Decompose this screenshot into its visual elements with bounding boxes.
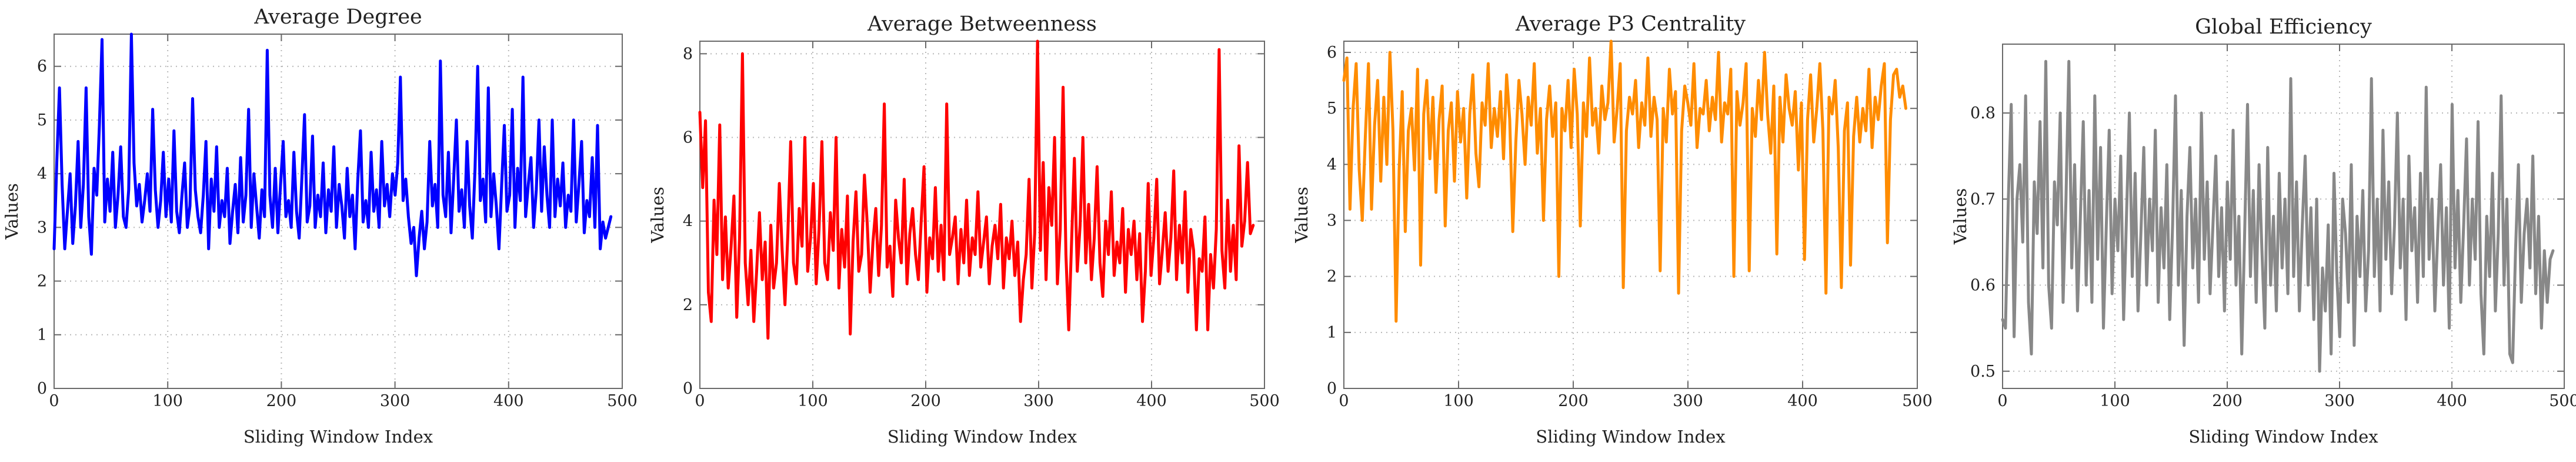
plot-frame: [1343, 41, 1918, 389]
x-tick-label: 100: [1443, 392, 1474, 410]
y-tick-label: 5: [1327, 99, 1337, 118]
x-tick-label: 400: [1787, 392, 1818, 410]
series-line-1: [52, 32, 613, 277]
y-tick-label: 1: [37, 326, 47, 344]
plot-frame: [699, 41, 1265, 389]
x-tick-label: 0: [695, 392, 705, 410]
y-tick-label: 4: [37, 165, 47, 183]
series-line-1: [698, 39, 1255, 340]
x-tick-label: 300: [2324, 392, 2355, 410]
x-tick-label: 0: [49, 392, 59, 410]
x-tick-label: 0: [1997, 392, 2007, 410]
y-tick-label: 0.5: [1970, 363, 1996, 381]
y-tick-label: 0: [683, 380, 693, 398]
y-tick-label: 5: [37, 111, 47, 129]
y-tick-label: 8: [683, 45, 693, 63]
y-tick-label: 0: [37, 380, 47, 398]
x-axis-label: Sliding Window Index: [887, 427, 1077, 447]
series-line-1: [2001, 59, 2555, 373]
y-tick-label: 2: [1327, 268, 1337, 286]
chart-title: Global Efficiency: [2195, 15, 2372, 39]
chart-title: Average P3 Centrality: [1515, 12, 1746, 36]
y-tick-label: 6: [37, 58, 47, 76]
x-tick-label: 200: [1558, 392, 1589, 410]
x-tick-label: 400: [2437, 392, 2467, 410]
y-tick-label: 2: [683, 296, 693, 314]
x-tick-label: 500: [1249, 392, 1280, 410]
x-tick-label: 200: [2212, 392, 2243, 410]
y-tick-label: 6: [1327, 44, 1337, 62]
y-tick-label: 0.7: [1970, 190, 1996, 208]
y-axis-label: Values: [648, 187, 668, 244]
x-tick-label: 400: [493, 392, 524, 410]
y-tick-label: 1: [1327, 324, 1337, 342]
y-axis-label: Values: [1950, 188, 1970, 245]
y-tick-label: 2: [37, 272, 47, 291]
chart-panel-4: 0 100 200 300 400 500 0.5 0.6 0.7 0.8 Global Effic…: [1950, 15, 2576, 447]
y-tick-label: 6: [683, 128, 693, 147]
chart-panel-1: 0 100 200 300 400 500 0 1 2 3 4 5 6 Average Degree Sli…: [2, 5, 638, 447]
chart-panel-3: 0 100 200 300 400 500 0 1 2 3 4 5 6 Average P3 Centra…: [1292, 12, 1933, 447]
y-tick-label: 0.6: [1970, 277, 1996, 295]
x-tick-label: 200: [266, 392, 297, 410]
x-tick-label: 400: [1136, 392, 1167, 410]
x-tick-label: 500: [607, 392, 638, 410]
x-tick-label: 100: [152, 392, 183, 410]
chart-title: Average Betweenness: [867, 12, 1097, 36]
series-line-1: [1342, 39, 1907, 323]
chart-title: Average Degree: [253, 5, 422, 29]
x-tick-label: 0: [1339, 392, 1349, 410]
y-tick-label: 4: [1327, 155, 1337, 174]
x-axis-label: Sliding Window Index: [1536, 427, 1725, 447]
x-tick-label: 100: [798, 392, 828, 410]
y-axis-label: Values: [1292, 187, 1312, 244]
x-tick-label: 300: [1673, 392, 1703, 410]
y-tick-label: 3: [37, 218, 47, 237]
x-tick-label: 500: [2549, 392, 2576, 410]
y-axis-label: Values: [2, 183, 22, 240]
x-tick-label: 300: [1023, 392, 1054, 410]
y-tick-label: 0: [1327, 380, 1337, 398]
y-tick-label: 0.8: [1970, 104, 1996, 122]
x-tick-label: 100: [2100, 392, 2130, 410]
plot-frame: [2002, 44, 2565, 389]
x-axis-label: Sliding Window Index: [243, 427, 433, 447]
x-tick-label: 200: [910, 392, 941, 410]
x-tick-label: 300: [380, 392, 411, 410]
x-axis-label: Sliding Window Index: [2188, 427, 2378, 447]
y-tick-label: 3: [1327, 212, 1337, 230]
y-tick-label: 4: [683, 212, 693, 231]
x-tick-label: 500: [1902, 392, 1933, 410]
chart-panel-2: 0 100 200 300 400 500 0 2 4 6 8 Average Betweenness…: [648, 12, 1280, 447]
